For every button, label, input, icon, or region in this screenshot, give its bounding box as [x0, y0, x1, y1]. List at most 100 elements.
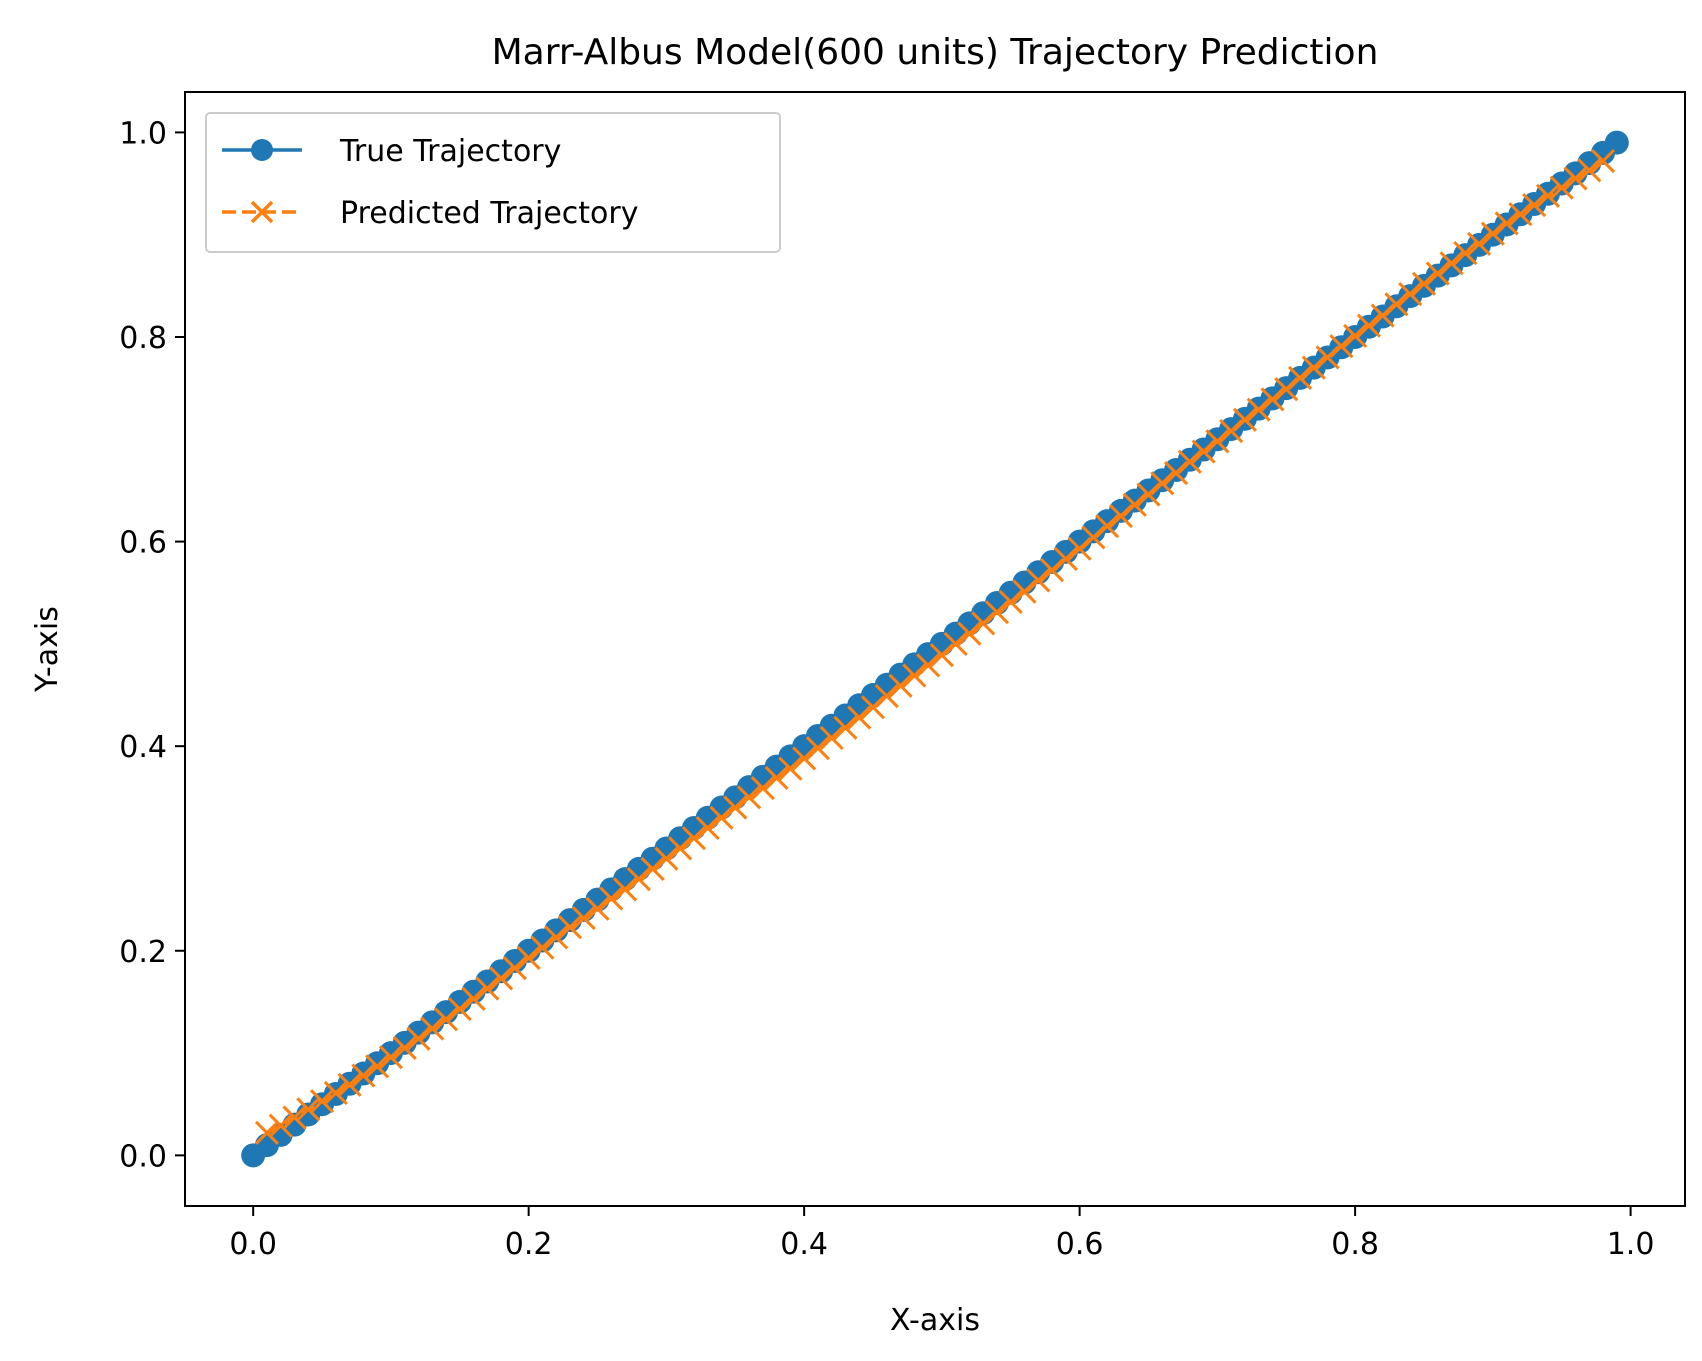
data-point [1577, 158, 1602, 183]
data-point [392, 1035, 417, 1061]
data-point [1370, 303, 1395, 328]
data-point [1067, 536, 1092, 561]
data-point [1122, 492, 1147, 517]
legend-marker-x-icon [250, 200, 274, 224]
chart-title: Marr-Albus Model(600 units) Trajectory P… [492, 32, 1379, 73]
data-point [695, 815, 720, 841]
data-point [916, 653, 941, 678]
legend-box [205, 112, 781, 253]
data-point [1150, 471, 1175, 496]
data-point [874, 683, 899, 709]
data-point [461, 986, 486, 1011]
data-point [888, 673, 913, 698]
data-point [1535, 183, 1561, 208]
data-point [640, 856, 665, 881]
data-point [1232, 407, 1257, 432]
data-point [1549, 175, 1574, 200]
data-point [516, 945, 541, 970]
legend: True Trajectory Predicted Trajectory [205, 112, 781, 253]
x-axis-ticks: 0.0 0.2 0.4 0.6 0.8 1.0 [229, 1206, 1654, 1262]
series-layer [241, 130, 1629, 1168]
data-point [819, 725, 844, 751]
data-point [833, 715, 858, 740]
legend-marker-circle-icon [251, 139, 273, 161]
data-point [1040, 558, 1065, 583]
data-point [530, 935, 555, 960]
data-point [1508, 202, 1533, 227]
x-axis-label: X-axis [890, 1303, 980, 1338]
legend-label-true-trajectory: True Trajectory [339, 134, 561, 169]
data-point [805, 736, 830, 761]
data-point [1108, 503, 1134, 529]
data-point [1136, 482, 1161, 507]
data-point [557, 915, 583, 940]
data-point [764, 765, 789, 790]
data-point [571, 905, 596, 931]
data-point [902, 663, 927, 688]
data-point [1329, 334, 1354, 359]
data-point [1453, 241, 1478, 266]
data-point [998, 589, 1023, 615]
data-point [1590, 148, 1616, 174]
y-tick-label: 1.0 [119, 116, 167, 151]
data-point [1095, 514, 1120, 539]
y-axis-label: Y-axis [30, 606, 65, 693]
data-point [1398, 281, 1423, 307]
data-point [1163, 460, 1189, 486]
data-point [268, 1113, 293, 1138]
data-point [1604, 130, 1629, 155]
data-point [544, 925, 569, 950]
data-point [447, 997, 472, 1022]
data-point [351, 1063, 376, 1088]
x-tick-label: 0.6 [1056, 1227, 1104, 1262]
data-point [1219, 419, 1244, 444]
data-point [1356, 313, 1381, 338]
data-point [502, 956, 527, 981]
x-tick-label: 0.0 [229, 1227, 277, 1262]
data-point [365, 1054, 390, 1079]
data-point [1522, 192, 1547, 218]
data-point [309, 1089, 335, 1114]
data-point [1301, 355, 1326, 380]
data-point [1026, 568, 1051, 593]
data-point [750, 776, 775, 801]
data-point [709, 805, 734, 830]
x-tick-label: 0.2 [505, 1227, 553, 1262]
data-point [971, 611, 996, 636]
y-tick-label: 0.8 [119, 321, 167, 356]
data-point [1274, 377, 1299, 402]
data-point [1205, 429, 1230, 454]
legend-entry-predicted-trajectory: Predicted Trajectory [222, 196, 639, 231]
plot-frame [184, 91, 1686, 1207]
data-point [378, 1045, 403, 1070]
legend-label-predicted-trajectory: Predicted Trajectory [340, 196, 639, 231]
data-point [1439, 251, 1464, 276]
data-point [489, 966, 514, 991]
x-tick-label: 0.4 [780, 1227, 828, 1262]
data-point [1246, 397, 1271, 422]
data-point [984, 600, 1010, 625]
data-point [847, 705, 872, 730]
series-predicted-trajectory [254, 148, 1616, 1145]
data-point [668, 836, 693, 861]
data-point [1177, 449, 1202, 474]
data-point [254, 1120, 280, 1145]
y-tick-label: 0.4 [119, 730, 167, 765]
x-tick-label: 0.8 [1331, 1227, 1379, 1262]
data-point [337, 1072, 362, 1097]
data-point [585, 896, 610, 921]
data-point [613, 877, 638, 902]
data-point [654, 846, 679, 871]
data-point [433, 1007, 459, 1032]
data-point [681, 826, 707, 851]
data-point [475, 976, 500, 1001]
data-point [1494, 211, 1519, 236]
data-point [1191, 439, 1216, 464]
legend-entry-true-trajectory: True Trajectory [222, 134, 561, 169]
data-point [1480, 221, 1505, 246]
data-point [860, 695, 886, 720]
data-point [1081, 525, 1106, 550]
data-point [626, 867, 651, 892]
data-point [1411, 271, 1437, 296]
y-axis-ticks: 0.0 0.2 0.4 0.6 0.8 1.0 [119, 116, 185, 1174]
